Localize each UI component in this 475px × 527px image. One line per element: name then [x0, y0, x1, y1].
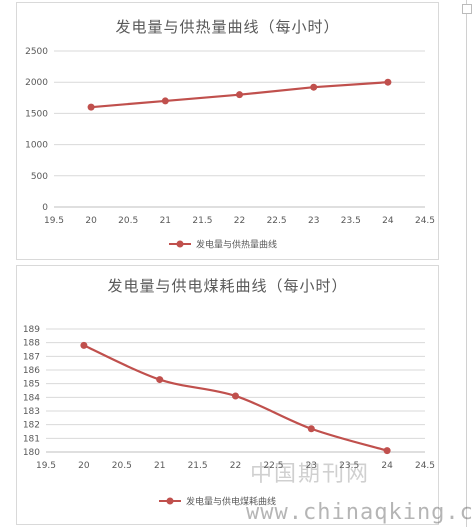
- x-tick-label: 23: [306, 461, 317, 471]
- y-tick-label: 189: [23, 325, 40, 335]
- y-tick-label: 184: [23, 393, 40, 403]
- data-point: [161, 97, 169, 105]
- x-tick-label: 24: [381, 461, 393, 471]
- y-tick-label: 181: [23, 434, 40, 444]
- chart-panel-heat: 发电量与供热量曲线（每小时） 0 500 1000 1500 2000 2500 19.5 2…: [16, 2, 439, 260]
- legend-label: 发电量与供热量曲线: [196, 239, 277, 251]
- chart-title: 发电量与供热量曲线（每小时）: [115, 18, 340, 36]
- y-tick-label: 186: [23, 366, 40, 376]
- x-tick-label: 21.5: [192, 216, 212, 226]
- y-tick-label: 2000: [25, 78, 48, 88]
- x-tick-label: 20.5: [112, 461, 132, 471]
- x-tick-label: 23.5: [339, 461, 359, 471]
- x-tick-label: 23.5: [341, 216, 361, 226]
- data-point: [310, 83, 318, 91]
- y-tick-label: 1000: [25, 141, 48, 151]
- x-tick-label: 22: [234, 216, 245, 226]
- y-tick-label: 500: [31, 172, 48, 182]
- y-tick-label: 2500: [25, 47, 48, 57]
- legend-marker: [176, 240, 184, 248]
- y-tick-label: 182: [23, 421, 40, 431]
- legend-marker: [166, 497, 174, 505]
- y-tick-label: 183: [23, 407, 40, 417]
- y-tick-label: 1500: [25, 109, 48, 119]
- x-tick-label: 22.5: [267, 216, 287, 226]
- window-corner-box: [462, 4, 472, 14]
- y-tick-label: 0: [42, 203, 48, 213]
- data-point: [383, 447, 391, 455]
- data-point: [87, 103, 95, 111]
- line-chart-coal: 180 181 182 183 184 185 186 187 188 189 19.5 20 20.5…: [23, 325, 435, 508]
- chart-title: 发电量与供电煤耗曲线（每小时）: [107, 277, 348, 295]
- y-tick-label: 185: [23, 380, 40, 390]
- watermark-cn: 中国期刊网: [250, 462, 371, 487]
- x-tick-label: 24.5: [415, 216, 435, 226]
- data-point: [307, 425, 315, 433]
- x-tick-label: 20: [85, 216, 97, 226]
- x-tick-label: 21: [154, 461, 165, 471]
- x-tick-label: 19.5: [44, 216, 64, 226]
- window-edge: [466, 0, 467, 527]
- x-tick-label: 22.5: [263, 461, 283, 471]
- x-tick-label: 22: [230, 461, 241, 471]
- data-point: [156, 376, 164, 384]
- x-tick-label: 21.5: [188, 461, 208, 471]
- x-tick-label: 21: [160, 216, 171, 226]
- data-point: [232, 392, 239, 400]
- data-point: [384, 78, 392, 86]
- data-point: [236, 91, 243, 99]
- data-point: [80, 341, 88, 349]
- x-tick-label: 23: [308, 216, 319, 226]
- watermark-url: www.chinaqking.com: [246, 500, 475, 525]
- x-tick-label: 20.5: [118, 216, 138, 226]
- y-tick-label: 187: [23, 352, 40, 362]
- line-chart-heat: 0 500 1000 1500 2000 2500 19.5 20 20.5 21 21.5 22 22…: [25, 47, 435, 251]
- y-tick-label: 180: [23, 448, 40, 458]
- x-tick-label: 24.5: [415, 461, 435, 471]
- chart-panel-coal: 发电量与供电煤耗曲线（每小时） 180 181 182 183 184 185 186 187…: [16, 265, 439, 525]
- x-tick-label: 19.5: [36, 461, 56, 471]
- x-tick-label: 20: [78, 461, 90, 471]
- x-tick-label: 24: [382, 216, 394, 226]
- y-tick-label: 188: [23, 339, 40, 349]
- legend-label: 发电量与供电煤耗曲线: [186, 496, 276, 508]
